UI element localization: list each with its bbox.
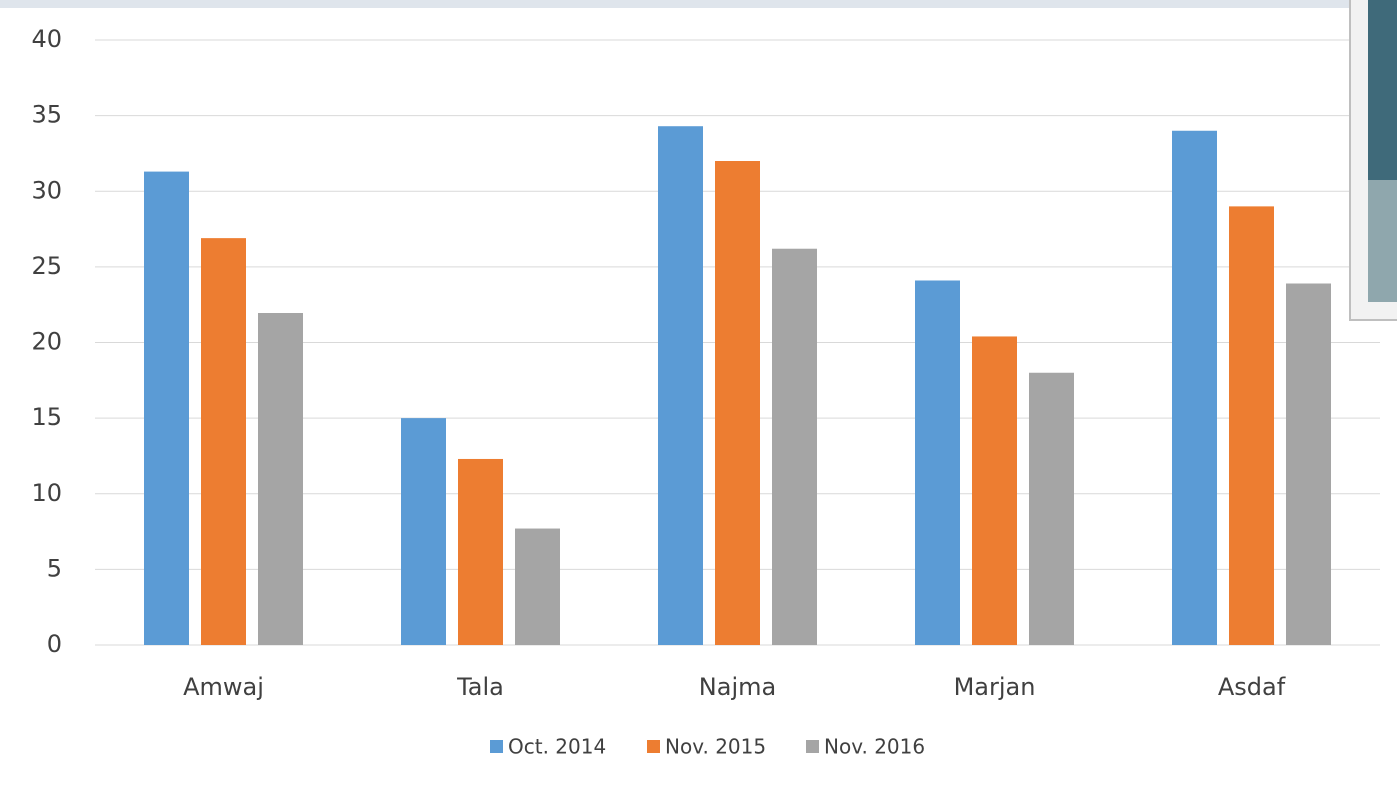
y-tick-label: 35 xyxy=(31,101,62,129)
legend-label: Nov. 2016 xyxy=(824,735,925,759)
bar xyxy=(144,172,189,645)
y-tick-label: 5 xyxy=(47,554,62,582)
bar xyxy=(201,238,246,645)
legend-label: Oct. 2014 xyxy=(508,735,606,759)
y-tick-label: 30 xyxy=(31,176,62,204)
bar xyxy=(1029,373,1074,645)
x-tick-label: Amwaj xyxy=(183,673,264,701)
bar xyxy=(258,313,303,645)
y-tick-label: 10 xyxy=(31,479,62,507)
bar xyxy=(715,161,760,645)
x-tick-label: Marjan xyxy=(954,673,1036,701)
legend-label: Nov. 2015 xyxy=(665,735,766,759)
y-tick-label: 0 xyxy=(47,630,62,658)
bar xyxy=(772,249,817,645)
x-tick-label: Tala xyxy=(456,673,504,701)
y-tick-label: 40 xyxy=(31,25,62,53)
legend-swatch xyxy=(806,740,819,753)
chart: 0 5 10 15 20 25 30 35 40 Amwaj Tala Najma Marjan Asda… xyxy=(0,0,1397,785)
bar xyxy=(458,459,503,645)
top-frame xyxy=(0,0,1397,8)
bar xyxy=(1172,131,1217,645)
legend-swatch xyxy=(647,740,660,753)
x-tick-label: Najma xyxy=(699,673,776,701)
legend-swatch xyxy=(490,740,503,753)
bar xyxy=(658,126,703,645)
y-tick-label: 15 xyxy=(31,403,62,431)
bar xyxy=(972,336,1017,645)
bar xyxy=(1229,206,1274,645)
bar xyxy=(1286,284,1331,645)
y-tick-label: 25 xyxy=(31,252,62,280)
bar xyxy=(915,280,960,645)
photo-inset xyxy=(1350,0,1397,320)
y-tick-label: 20 xyxy=(31,328,62,356)
x-tick-label: Asdaf xyxy=(1218,673,1286,701)
bar xyxy=(401,418,446,645)
bar xyxy=(515,529,560,645)
